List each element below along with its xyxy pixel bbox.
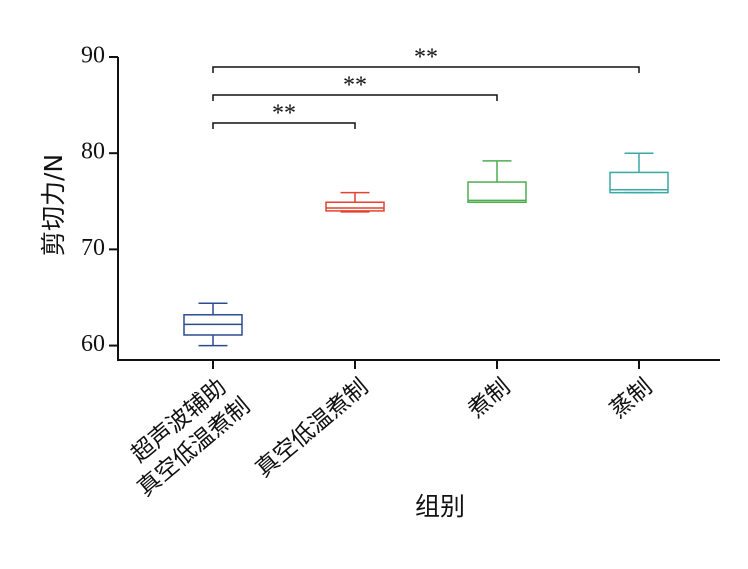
- x-tick-label-line: 蒸制: [605, 374, 657, 423]
- x-tick-label-line: 煮制: [463, 374, 515, 423]
- x-tick-label: 超声波辅助真空低温煮制: [113, 370, 255, 502]
- y-axis-label: 剪切力/N: [39, 154, 68, 256]
- y-tick-label: 80: [81, 139, 105, 165]
- box: [325, 201, 385, 212]
- x-tick-label: 煮制: [463, 374, 515, 423]
- x-tick-label: 真空低温煮制: [251, 374, 373, 483]
- box: [609, 171, 669, 194]
- box: [467, 181, 527, 203]
- significance-bracket: [212, 122, 356, 129]
- significance-label: **: [414, 45, 438, 71]
- x-axis-label: 组别: [415, 492, 465, 521]
- significance-label: **: [272, 101, 296, 127]
- y-tick-label: 70: [81, 235, 105, 261]
- y-tick-label: 90: [81, 43, 105, 69]
- significance-label: **: [343, 73, 367, 99]
- significance-bracket: [212, 94, 498, 101]
- y-tick-label: 60: [81, 331, 105, 357]
- significance-bracket: [212, 66, 640, 73]
- x-tick-label: 蒸制: [605, 374, 657, 423]
- x-tick-label-line: 真空低温煮制: [251, 374, 373, 483]
